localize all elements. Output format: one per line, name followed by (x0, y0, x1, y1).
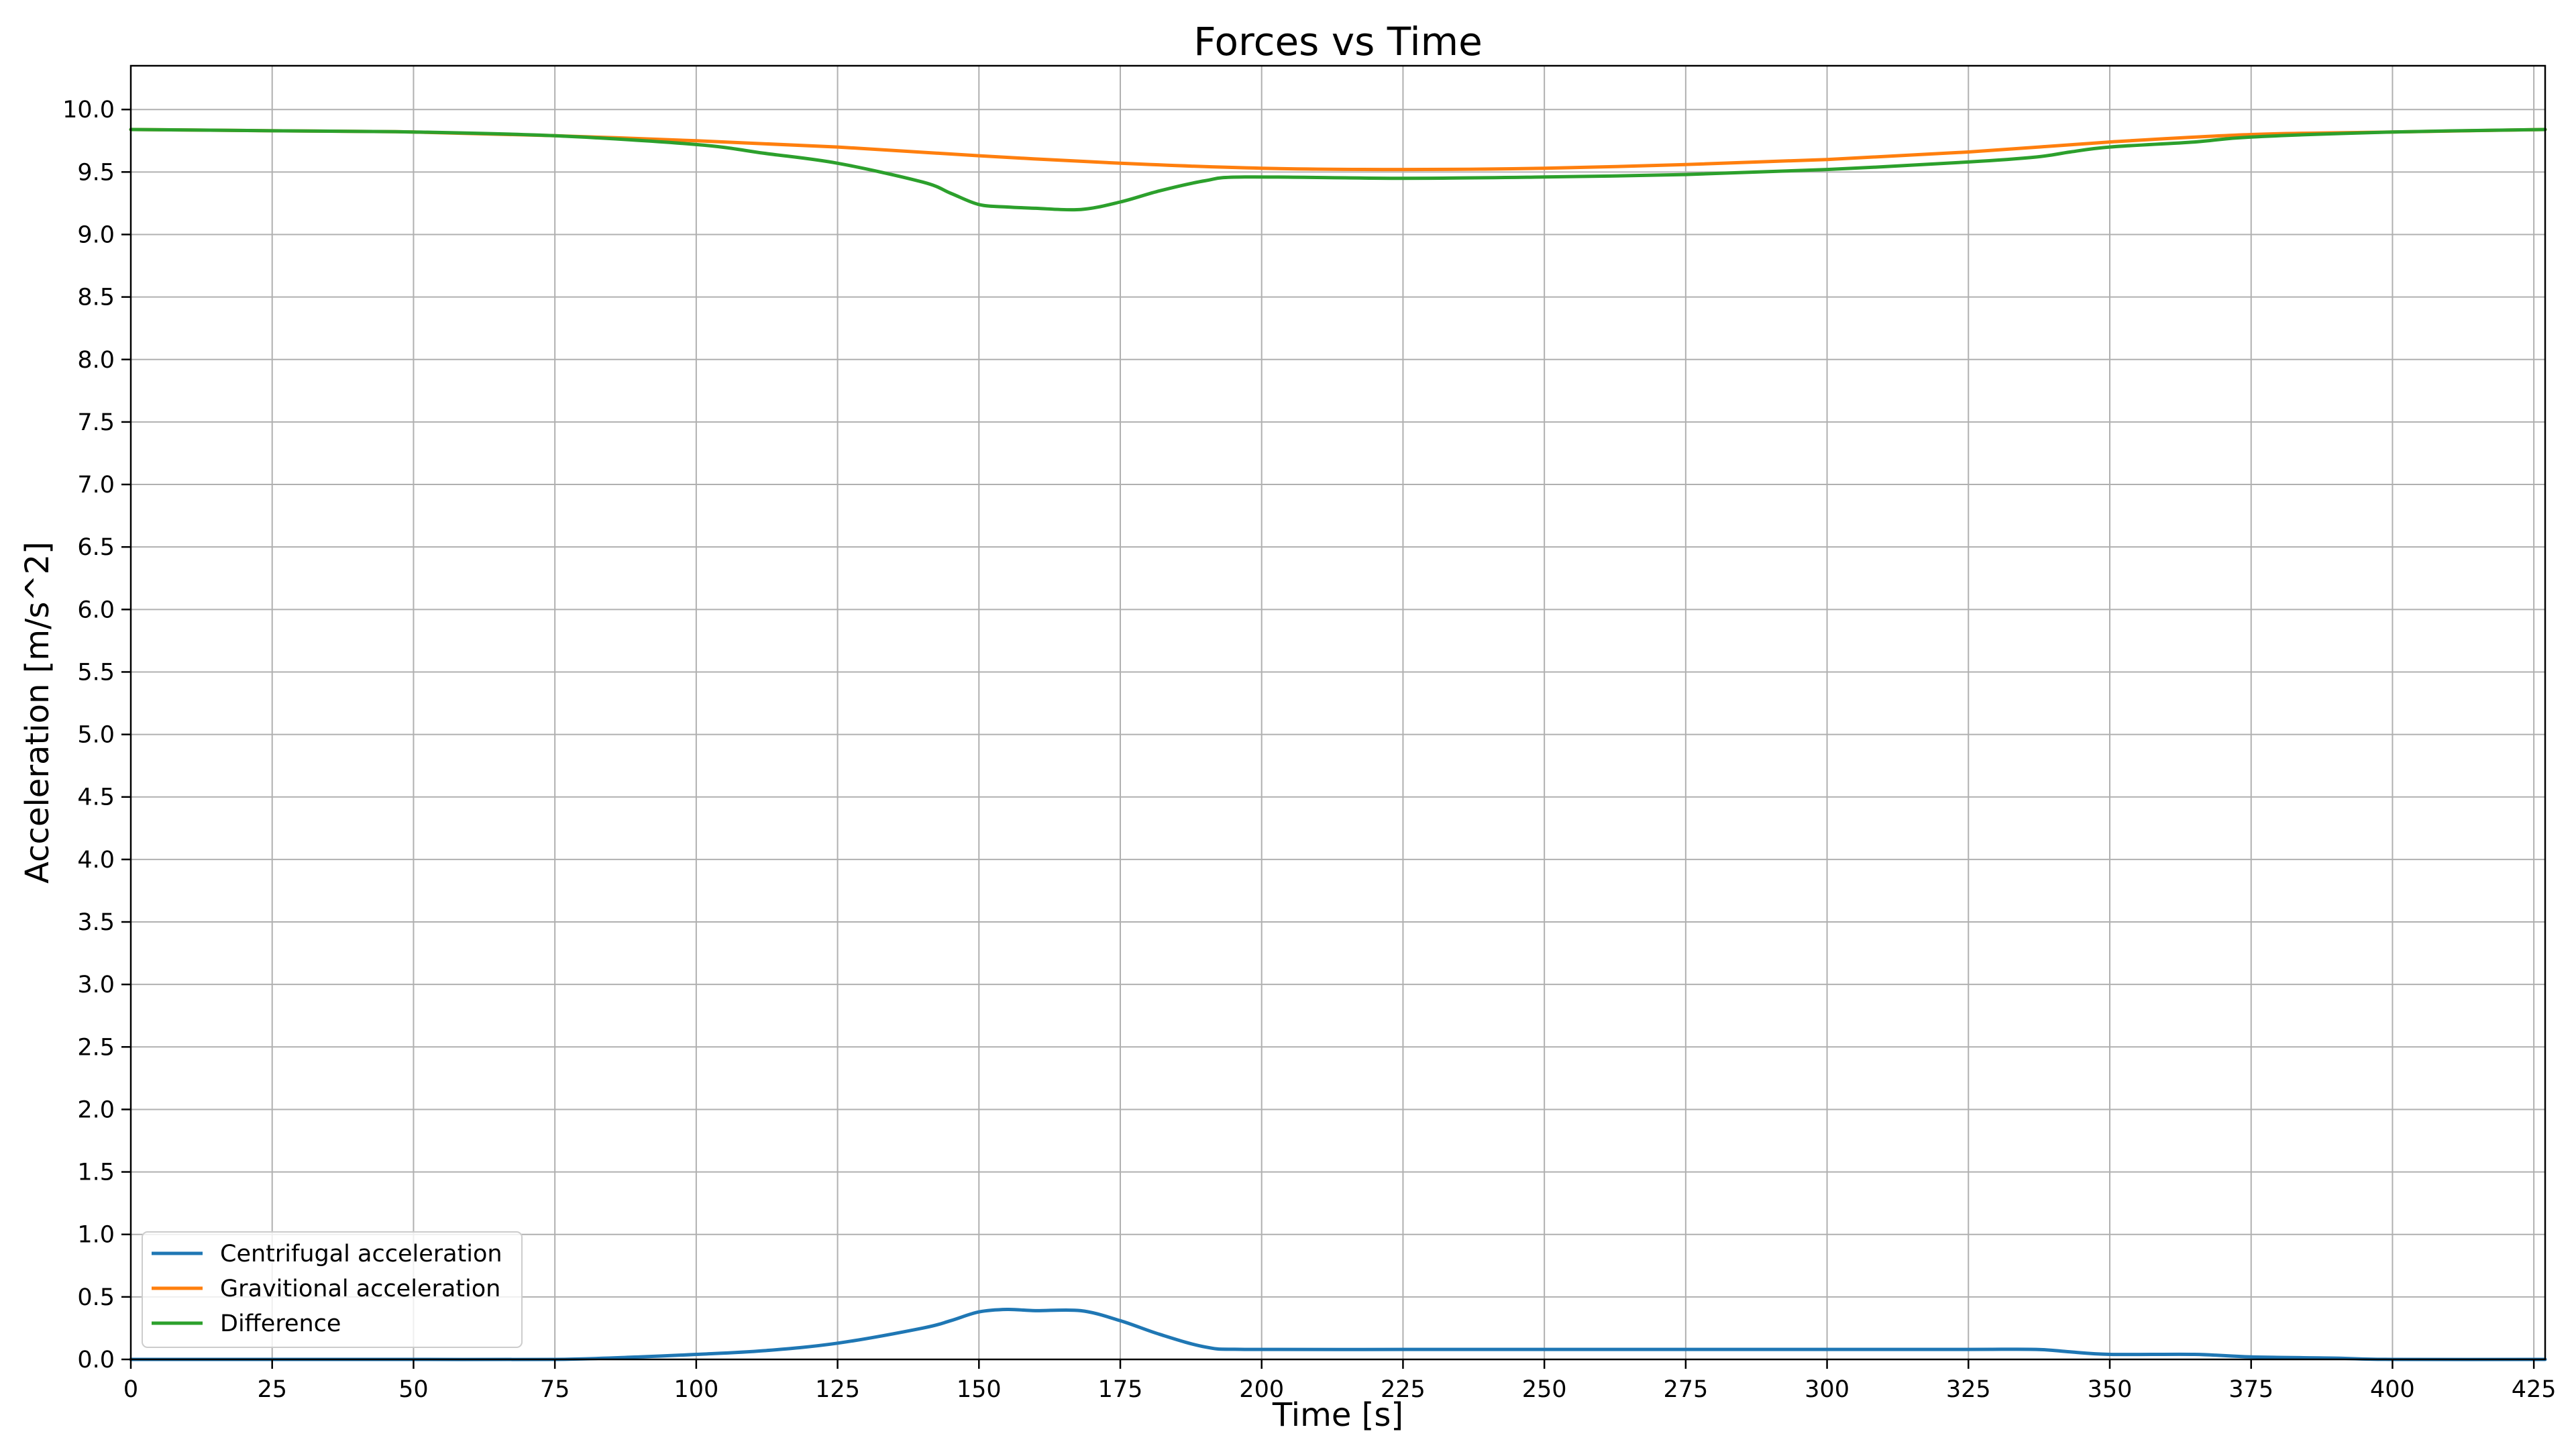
series-lines (129, 127, 2547, 1361)
y-tick-label: 8.0 (77, 347, 115, 374)
legend-label: Gravitional acceleration (220, 1276, 500, 1302)
y-tick-label: 9.0 (77, 221, 115, 248)
y-tick-label: 8.5 (77, 284, 115, 311)
series-line-difference (129, 127, 2547, 212)
chart-title: Forces vs Time (1193, 19, 1483, 64)
x-tick-label: 400 (2370, 1376, 2415, 1403)
x-tick-label: 250 (1522, 1376, 1567, 1403)
grid (130, 66, 2545, 1360)
x-tick-label: 350 (2088, 1376, 2133, 1403)
x-tick-label: 75 (540, 1376, 570, 1403)
y-tick-label: 9.5 (77, 159, 115, 186)
x-tick-label: 175 (1098, 1376, 1143, 1403)
x-tick-label: 200 (1239, 1376, 1284, 1403)
y-tick-label: 10.0 (62, 97, 115, 123)
x-tick-label: 225 (1381, 1376, 1426, 1403)
series-line-centrifugal-acceleration (129, 1307, 2547, 1361)
y-axis-label: Acceleration [m/s^2] (19, 541, 56, 884)
y-tick-label: 4.0 (77, 847, 115, 874)
legend-label: Difference (220, 1310, 341, 1337)
legend-box (142, 1231, 523, 1348)
axis-ticks: 0 25 50 75 100 125 150 175 200 225 250 275 300 325 350… (62, 97, 2556, 1403)
x-tick-label: 150 (957, 1376, 1002, 1403)
y-tick-label: 0.0 (77, 1347, 115, 1373)
x-tick-label: 425 (2512, 1376, 2557, 1403)
y-tick-label: 2.0 (77, 1096, 115, 1123)
y-tick-label: 5.5 (77, 659, 115, 686)
y-tick-label: 7.5 (77, 409, 115, 436)
y-tick-label: 3.0 (77, 972, 115, 998)
y-tick-label: 4.5 (77, 784, 115, 811)
legend: Centrifugal acceleration Gravitional acce… (142, 1231, 523, 1348)
x-tick-label: 375 (2229, 1376, 2273, 1403)
x-tick-label: 50 (398, 1376, 429, 1403)
y-tick-label: 0.5 (77, 1284, 115, 1311)
x-tick-label: 0 (123, 1376, 138, 1403)
x-tick-label: 125 (815, 1376, 860, 1403)
y-tick-label: 2.5 (77, 1034, 115, 1061)
x-tick-label: 275 (1663, 1376, 1708, 1403)
y-tick-label: 6.0 (77, 597, 115, 623)
x-axis-label: Time [s] (1272, 1396, 1403, 1434)
y-tick-label: 6.5 (77, 534, 115, 561)
y-tick-label: 1.5 (77, 1159, 115, 1186)
x-tick-label: 325 (1946, 1376, 1991, 1403)
y-tick-label: 1.0 (77, 1222, 115, 1249)
y-tick-label: 3.5 (77, 909, 115, 936)
y-tick-label: 7.0 (77, 472, 115, 499)
x-tick-label: 100 (674, 1376, 718, 1403)
plot-frame (129, 64, 2546, 1361)
legend-label: Centrifugal acceleration (220, 1241, 502, 1267)
x-tick-label: 300 (1805, 1376, 1849, 1403)
x-tick-label: 25 (257, 1376, 287, 1403)
y-tick-label: 5.0 (77, 722, 115, 749)
